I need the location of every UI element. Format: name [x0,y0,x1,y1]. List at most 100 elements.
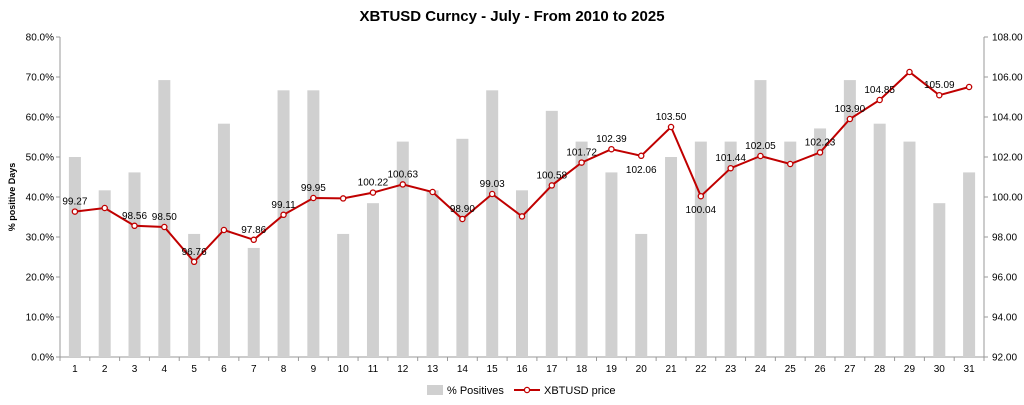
y-right-tick-label: 102.00 [992,153,1023,164]
data-labels: 99.27 98.56 98.50 96.76 97.86 99.11 99.95 100.2… [62,80,955,258]
bar [933,203,946,357]
bar [337,233,350,357]
x-tick-label: 21 [665,364,677,375]
y-left-tick-label: 30.0% [26,233,54,244]
price-point [101,204,108,212]
price-data-label: 98.56 [122,211,147,222]
bar [963,172,976,357]
price-data-label: 102.39 [596,134,627,145]
price-point [906,68,913,76]
x-tick-label: 29 [904,364,916,375]
price-point [637,152,645,160]
y-right-tick-label: 108.00 [992,33,1023,44]
price-data-label: 104.85 [864,85,895,96]
x-tick-label: 12 [397,364,409,375]
price-point [250,236,257,244]
bar [694,141,707,357]
x-tick-label: 23 [725,364,737,375]
x-tick-label: 5 [191,364,197,375]
bar [456,138,469,357]
price-point [608,145,615,153]
x-tick-label: 31 [964,364,976,375]
bar [724,141,737,357]
axes: 0.0% 10.0% 20.0% 30.0% 40.0% 50.0% 60.0% 70.0% 8… [7,33,1023,376]
price-data-label: 99.27 [62,197,87,208]
price-point [310,194,317,202]
bar [277,90,290,357]
price-data-label: 103.90 [835,104,866,115]
price-point [697,192,705,200]
price-data-label: 102.06 [626,165,657,176]
bar [873,123,886,358]
bar [545,110,558,357]
price-data-label: 102.23 [805,137,836,148]
x-tick-label: 8 [281,364,287,375]
y-right-tick-label: 96.00 [992,273,1017,284]
bar [754,80,767,357]
x-tick-label: 14 [457,364,469,375]
legend: % Positives XBTUSD price [427,385,616,397]
bar [605,172,618,357]
price-point [965,83,973,91]
x-tick-label: 10 [338,364,350,375]
y-left-tick-label: 0.0% [31,353,54,364]
price-point [548,182,556,189]
x-tick-label: 9 [311,364,317,375]
bar [98,190,111,357]
legend-swatch-marker [523,386,531,394]
x-tick-label: 20 [636,364,648,375]
x-tick-label: 24 [755,364,767,375]
price-point [816,149,824,156]
price-point [190,258,198,266]
y-left-tick-label: 50.0% [26,153,54,164]
x-tick-label: 15 [487,364,499,375]
y-right-tick-label: 92.00 [992,353,1017,364]
x-tick-label: 22 [695,364,707,375]
x-tick-label: 13 [427,364,439,375]
price-point [488,190,496,198]
x-tick-label: 16 [516,364,528,375]
x-tick-label: 4 [162,364,168,375]
price-data-label: 100.04 [686,205,717,216]
bar [217,123,230,358]
bar [665,157,678,357]
price-point [757,152,764,160]
bar [426,190,439,357]
y-left-tick-label: 20.0% [26,273,54,284]
bar [366,203,379,357]
bar [575,141,588,357]
chart-title: XBTUSD Curncy - July - From 2010 to 2025 [359,8,665,25]
price-point [787,160,794,168]
price-point [727,164,734,172]
price-point [131,222,138,230]
x-tick-label: 18 [576,364,588,375]
x-tick-label: 25 [785,364,797,375]
y-right-tick-label: 94.00 [992,313,1017,324]
y-right-tick-label: 106.00 [992,73,1023,84]
bar [486,90,499,357]
bar [247,247,260,357]
price-data-label: 100.22 [358,178,389,189]
bar [784,141,797,357]
x-tick-label: 1 [72,364,78,375]
bar [396,141,409,357]
price-point [161,223,168,231]
price-data-label: 99.95 [301,183,326,194]
y-left-tick-label: 80.0% [26,33,54,44]
x-tick-label: 3 [132,364,138,375]
price-point [399,181,407,188]
price-point [429,188,436,196]
bar [635,233,648,357]
price-point [339,195,347,202]
price-point [369,189,377,196]
x-tick-label: 11 [368,364,379,375]
price-data-label: 101.72 [566,148,597,159]
legend-label-bar: % Positives [447,385,504,397]
bar [307,90,320,357]
price-data-label: 105.09 [924,80,955,91]
line-series [71,68,973,266]
bar [188,233,201,357]
price-data-label: 101.44 [715,153,746,164]
